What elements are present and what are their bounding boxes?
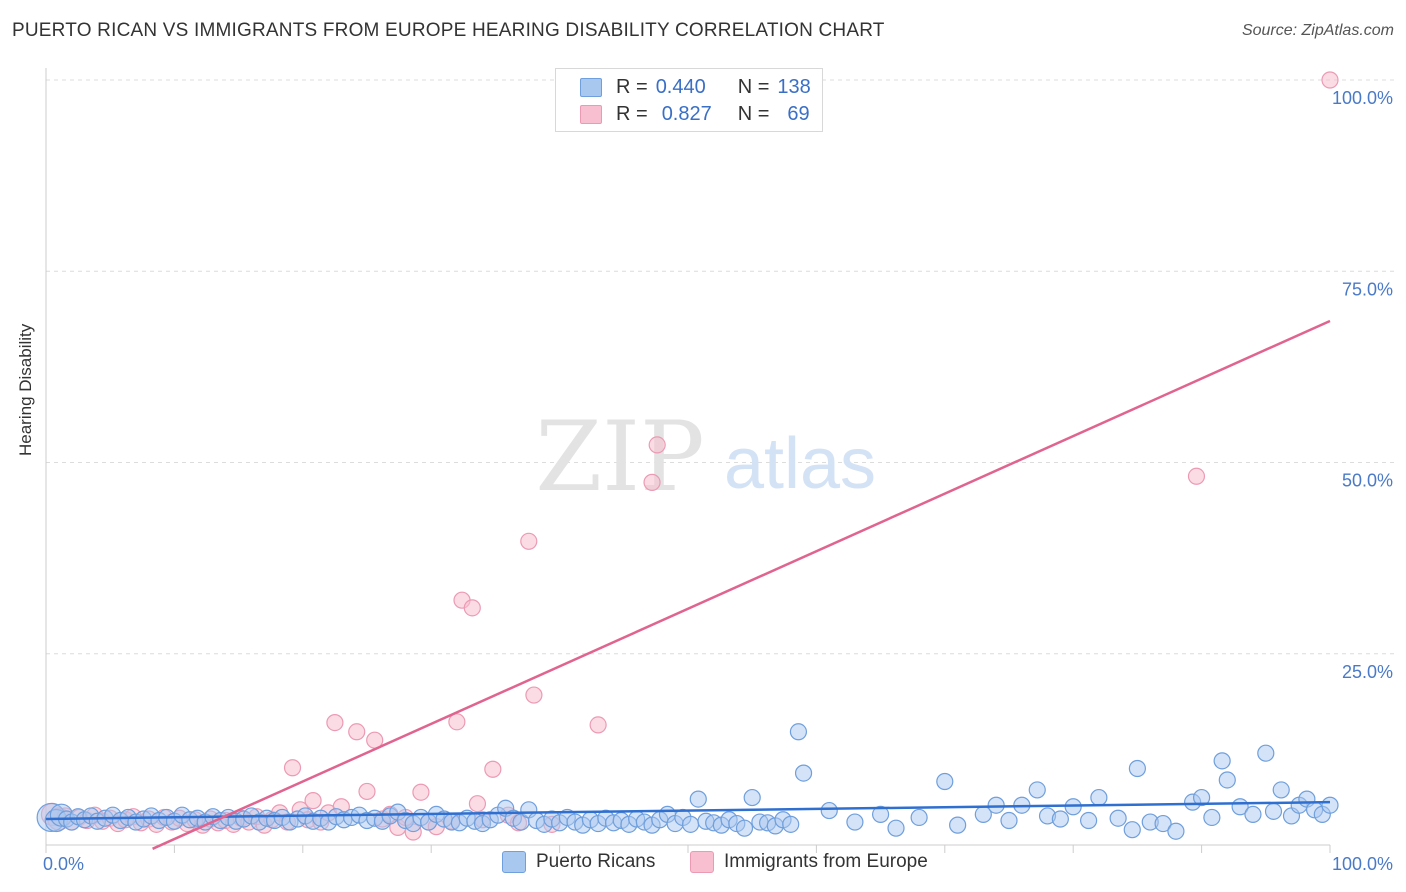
data-point-immigrants xyxy=(589,716,607,734)
trend-lines xyxy=(45,319,1331,850)
data-point-puerto-ricans xyxy=(1213,752,1231,770)
gridlines xyxy=(46,79,1395,655)
bottom-legend-immigrants: Immigrants from Europe xyxy=(690,851,928,873)
data-point-immigrants xyxy=(484,760,502,778)
y-tick-label: 75.0% xyxy=(1342,279,1393,299)
source-credit: Source: ZipAtlas.com xyxy=(1241,22,1394,39)
data-point-puerto-ricans xyxy=(846,813,864,831)
trend-line-puerto-ricans xyxy=(45,800,1331,821)
data-point-puerto-ricans xyxy=(1090,788,1108,807)
axes xyxy=(45,68,1331,853)
bottom-legend-label-2: Immigrants from Europe xyxy=(724,851,928,872)
y-tick-labels: 25.0% 50.0% 75.0% 100.0% xyxy=(1332,88,1393,682)
data-point-puerto-ricans xyxy=(887,819,905,837)
bottom-legend-label-1: Puerto Ricans xyxy=(536,851,656,872)
legend-r-value-1: 0.440 xyxy=(655,75,706,98)
data-point-puerto-ricans xyxy=(689,790,707,808)
data-point-puerto-ricans xyxy=(782,815,800,833)
data-point-puerto-ricans xyxy=(743,788,761,807)
data-point-puerto-ricans xyxy=(949,816,967,834)
data-point-puerto-ricans xyxy=(1272,781,1290,799)
watermark: ZIP atlas xyxy=(535,401,876,513)
legend-n-value-1: 138 xyxy=(777,75,811,98)
data-point-immigrants xyxy=(468,795,487,813)
data-point-puerto-ricans xyxy=(1192,788,1211,807)
legend-swatch-pink xyxy=(580,104,602,124)
data-point-puerto-ricans xyxy=(1154,814,1172,833)
data-point-immigrants xyxy=(643,473,661,491)
legend-n-label: N = xyxy=(737,75,770,98)
data-point-immigrants xyxy=(463,599,481,617)
data-point-puerto-ricans xyxy=(1109,809,1127,827)
data-point-immigrants xyxy=(648,436,666,454)
data-point-immigrants xyxy=(326,713,344,732)
data-point-puerto-ricans xyxy=(1264,802,1283,820)
x-tick-labels: 0.0% 100.0% xyxy=(43,854,1393,874)
correlation-legend: R = 0.440 N = 138 R = 0.827 N = 69 xyxy=(555,68,823,132)
data-point-puerto-ricans xyxy=(1028,781,1046,799)
data-point-puerto-ricans xyxy=(1203,808,1221,827)
data-point-puerto-ricans xyxy=(936,772,954,791)
data-point-immigrants xyxy=(1187,467,1206,485)
data-point-puerto-ricans xyxy=(1128,759,1147,778)
data-point-puerto-ricans xyxy=(681,815,700,833)
data-point-puerto-ricans xyxy=(820,801,838,820)
legend-r-label: R = xyxy=(616,102,648,125)
data-point-immigrants xyxy=(448,713,466,731)
data-point-puerto-ricans xyxy=(1257,744,1275,762)
legend-n-label: N = xyxy=(737,102,770,125)
y-tick-label: 100.0% xyxy=(1332,88,1393,108)
data-point-puerto-ricans xyxy=(735,819,754,837)
y-tick-label: 25.0% xyxy=(1342,662,1393,682)
series-puerto-ricans xyxy=(36,723,1339,840)
data-point-puerto-ricans xyxy=(1123,821,1141,839)
legend-n-value-2: 69 xyxy=(787,102,810,125)
data-point-puerto-ricans xyxy=(789,723,808,741)
data-point-immigrants xyxy=(1321,71,1339,89)
bottom-swatch-pink xyxy=(690,851,714,873)
legend-swatch-blue xyxy=(580,77,602,97)
data-point-puerto-ricans xyxy=(871,805,890,824)
data-point-puerto-ricans xyxy=(794,764,813,782)
data-point-immigrants xyxy=(520,532,538,550)
legend-r-label: R = xyxy=(616,75,648,98)
legend-row-immigrants-from-europe: R = 0.827 N = 69 xyxy=(580,101,810,127)
y-tick-label: 50.0% xyxy=(1342,471,1393,491)
trend-line-immigrants xyxy=(152,319,1331,850)
data-point-immigrants xyxy=(525,686,543,704)
x-tick-label: 100.0% xyxy=(1332,854,1393,874)
data-point-immigrants xyxy=(304,792,322,810)
data-point-puerto-ricans xyxy=(1167,822,1185,840)
data-point-immigrants xyxy=(283,759,302,777)
data-point-puerto-ricans xyxy=(1000,811,1018,830)
data-point-immigrants xyxy=(358,782,376,801)
chart-title: PUERTO RICAN VS IMMIGRANTS FROM EUROPE H… xyxy=(12,20,885,41)
data-point-puerto-ricans xyxy=(1244,805,1262,824)
data-point-puerto-ricans xyxy=(1051,810,1069,828)
data-point-immigrants xyxy=(348,723,366,741)
data-point-puerto-ricans xyxy=(1321,796,1339,814)
data-point-puerto-ricans xyxy=(1080,811,1098,830)
data-point-immigrants xyxy=(412,783,430,801)
bottom-swatch-blue xyxy=(502,851,526,873)
legend-row-puerto-ricans: R = 0.440 N = 138 xyxy=(580,74,811,100)
legend-r-value-2: 0.827 xyxy=(661,102,712,125)
data-point-puerto-ricans xyxy=(910,808,928,827)
bottom-legend-puerto-ricans: Puerto Ricans xyxy=(502,851,655,873)
data-point-puerto-ricans xyxy=(1218,771,1236,789)
x-tick-label: 0.0% xyxy=(43,854,84,874)
watermark-atlas: atlas xyxy=(724,424,876,504)
watermark-zip: ZIP xyxy=(535,401,704,513)
